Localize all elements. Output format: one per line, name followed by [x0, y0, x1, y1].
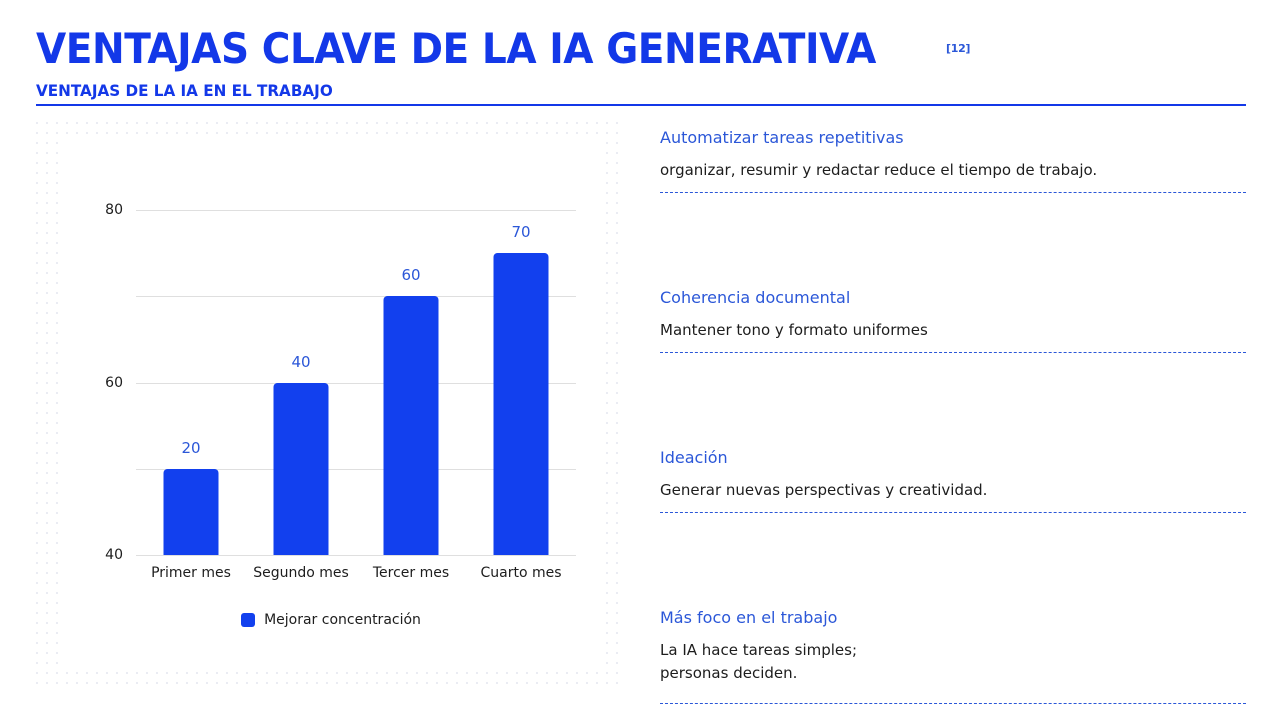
- chart-legend: Mejorar concentración: [58, 612, 604, 628]
- chart-bar[interactable]: [163, 468, 219, 555]
- chart-gridline: 80: [105, 202, 576, 218]
- chart-bar-group[interactable]: 60 Tercer mes: [356, 210, 466, 581]
- x-axis-tick-label: Segundo mes: [253, 565, 349, 581]
- chart-bar-value-label: 40: [291, 352, 311, 371]
- page-header: VENTAJAS CLAVE DE LA IA GENERATIVA [12] …: [36, 28, 1246, 108]
- list-item-divider: [660, 512, 1246, 513]
- page-subtitle: VENTAJAS DE LA IA EN EL TRABAJO: [36, 81, 333, 100]
- list-item-description: Generar nuevas perspectivas y creativida…: [660, 481, 988, 500]
- list-item-description: La IA hace tareas simples; personas deci…: [660, 641, 858, 683]
- list-item-divider: [660, 352, 1246, 353]
- page-title: VENTAJAS CLAVE DE LA IA GENERATIVA: [36, 24, 876, 73]
- chart-bar[interactable]: [493, 253, 549, 555]
- y-axis-tick-label: 40: [105, 547, 123, 563]
- chart-bar[interactable]: [273, 382, 329, 555]
- list-item-divider: [660, 192, 1246, 193]
- chart-gridline: 0: [136, 555, 576, 556]
- header-divider: [36, 104, 1246, 106]
- chart-bar-value-label: 60: [401, 266, 421, 285]
- y-axis-tick-label: 80: [105, 202, 123, 218]
- y-axis-tick-label: 60: [105, 374, 123, 391]
- page-number-badge: [12]: [946, 42, 971, 55]
- chart-bar-group[interactable]: 70 Cuarto mes: [466, 210, 576, 581]
- list-item-title: Coherencia documental: [660, 288, 851, 307]
- list-item[interactable]: Más foco en el trabajo La IA hace tareas …: [660, 608, 1246, 720]
- chart-bar[interactable]: [383, 296, 439, 555]
- list-item[interactable]: Ideación Generar nuevas perspectivas y cr…: [660, 448, 1246, 608]
- legend-color-swatch: [241, 613, 256, 627]
- x-axis-tick-label: Primer mes: [151, 565, 231, 581]
- chart-bar-group[interactable]: 40 Segundo mes: [246, 210, 356, 582]
- benefits-list: Automatizar tareas repetitivas organizar,…: [660, 128, 1246, 720]
- list-item-title: Automatizar tareas repetitivas: [660, 128, 904, 147]
- chart-gridline: 60: [105, 296, 576, 391]
- list-item[interactable]: Automatizar tareas repetitivas organizar,…: [660, 128, 1246, 288]
- list-item-description: Mantener tono y formato uniformes: [660, 321, 928, 340]
- chart-bar-value-label: 20: [181, 438, 201, 457]
- list-item-divider: [660, 703, 1246, 704]
- x-axis-tick-label: Tercer mes: [372, 565, 450, 581]
- chart-bar-value-label: 70: [511, 223, 531, 242]
- list-item-title: Más foco en el trabajo: [660, 608, 838, 627]
- x-axis-tick-label: Cuarto mes: [480, 565, 562, 581]
- chart-gridline: 40: [105, 382, 576, 563]
- chart-bar-group[interactable]: 20 Primer mes: [136, 210, 246, 581]
- legend-label: Mejorar concentración: [264, 612, 421, 628]
- list-item[interactable]: Coherencia documental Mantener tono y for…: [660, 288, 1246, 448]
- list-item-description: organizar, resumir y redactar reduce el …: [660, 161, 1098, 180]
- list-item-title: Ideación: [660, 448, 728, 467]
